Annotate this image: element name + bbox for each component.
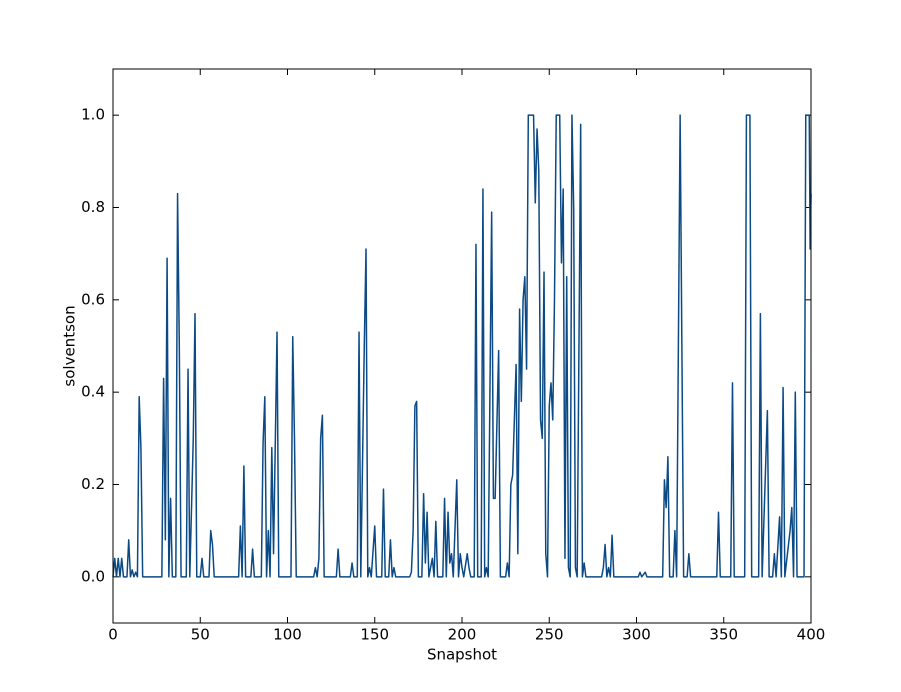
y-tick-label: 0.2	[81, 475, 105, 493]
y-tick-label: 0.4	[81, 383, 105, 401]
y-tick-label: 0.8	[81, 198, 105, 216]
x-tick-label: 350	[709, 626, 738, 644]
x-tick-label: 250	[535, 626, 564, 644]
y-tick-label: 1.0	[81, 106, 105, 124]
y-axis-label: solventson	[61, 305, 79, 386]
x-tick-label: 300	[622, 626, 651, 644]
x-axis-label: Snapshot	[427, 646, 497, 664]
x-tick-label: 50	[191, 626, 210, 644]
y-tick-label: 0.0	[81, 567, 105, 585]
x-tick-label: 100	[273, 626, 302, 644]
plot-frame	[112, 68, 812, 624]
x-tick-label: 150	[360, 626, 389, 644]
data-line	[112, 114, 812, 578]
x-tick-label: 200	[448, 626, 477, 644]
x-tick-label: 0	[108, 626, 118, 644]
y-tick-label: 0.6	[81, 290, 105, 308]
x-tick-label: 400	[797, 626, 826, 644]
